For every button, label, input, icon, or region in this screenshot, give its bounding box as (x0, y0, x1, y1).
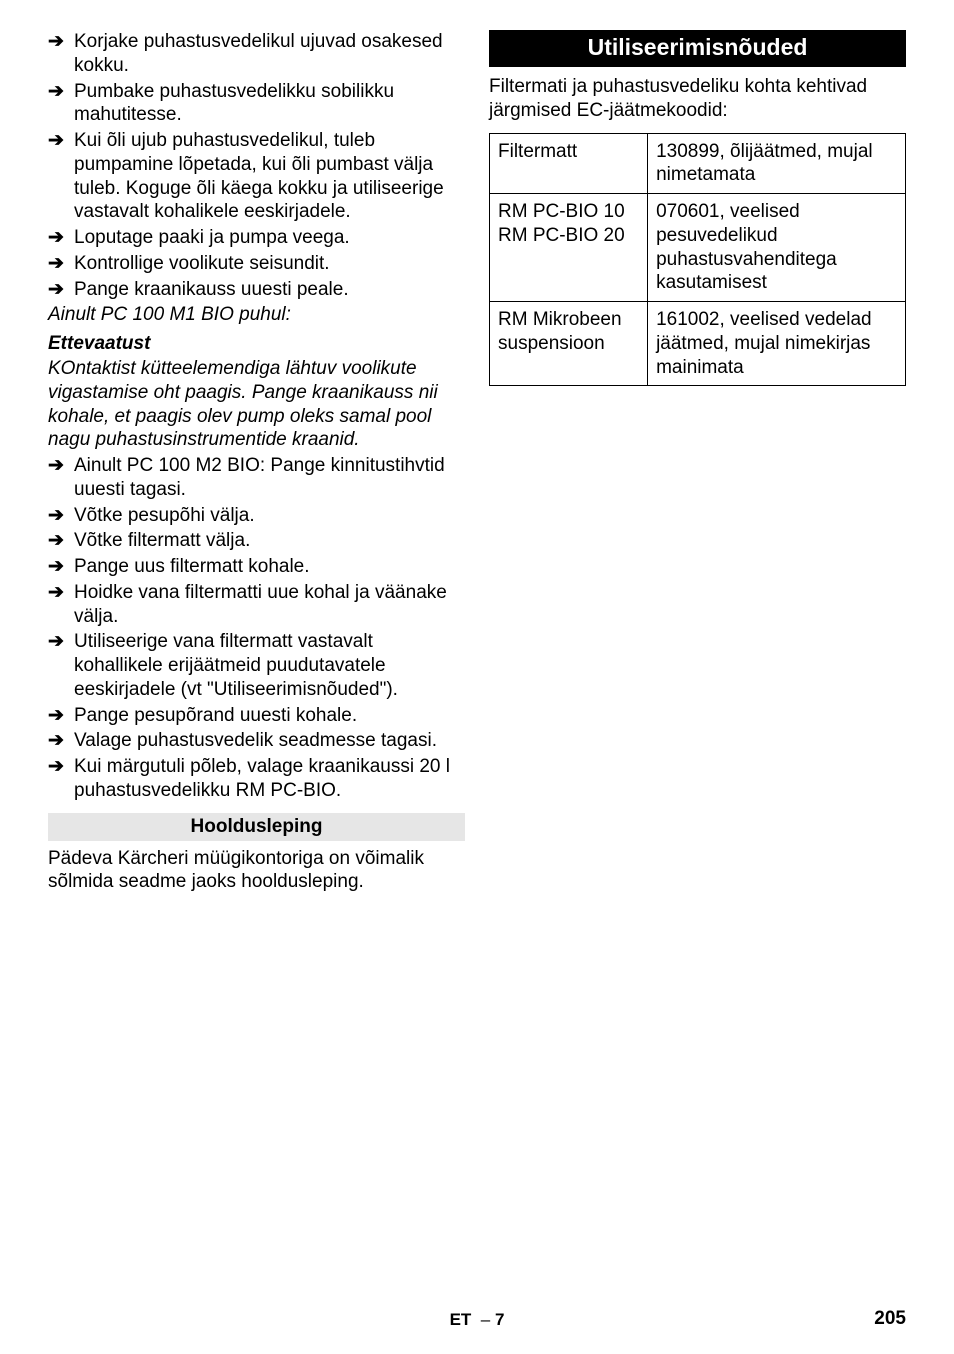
intro-paragraph: Filtermati ja puhastusvedeliku kohta keh… (489, 75, 906, 123)
table-row: Filtermatt 130899, õlijäätmed, mujal nim… (490, 133, 906, 194)
bullet-text: Utiliseerige vana filtermatt vastavalt k… (74, 630, 465, 701)
arrow-icon: ➔ (48, 504, 74, 528)
list-item: ➔ Ainult PC 100 M2 BIO: Pange kinnitusti… (48, 454, 465, 502)
section-heading: Utiliseerimisnõuded (489, 30, 906, 67)
list-item: ➔ Korjake puhastusvedelikul ujuvad osake… (48, 30, 465, 78)
arrow-icon: ➔ (48, 129, 74, 153)
footer: ET – 7 205 (0, 1310, 954, 1330)
bullet-text: Ainult PC 100 M2 BIO: Pange kinnitustihv… (74, 454, 465, 502)
bullet-text: Pumbake puhastusvedelikku sobilikku mahu… (74, 80, 465, 128)
arrow-icon: ➔ (48, 278, 74, 302)
arrow-icon: ➔ (48, 555, 74, 579)
bullet-text: Pange kraanikauss uuesti peale. (74, 278, 465, 302)
bullet-list-2: ➔ Ainult PC 100 M2 BIO: Pange kinnitusti… (48, 454, 465, 803)
arrow-icon: ➔ (48, 729, 74, 753)
list-item: ➔ Loputage paaki ja pumpa veega. (48, 226, 465, 250)
sub-paragraph: Pädeva Kärcheri müügikontoriga on võimal… (48, 847, 465, 895)
footer-number: 205 (874, 1308, 906, 1330)
cell-label: RM Mikrobeen suspensioon (490, 302, 648, 386)
list-item: ➔ Pange kraanikauss uuesti peale. (48, 278, 465, 302)
only-line: Ainult PC 100 M1 BIO puhul: (48, 303, 465, 327)
arrow-icon: ➔ (48, 454, 74, 478)
list-item: ➔ Kui õli ujub puhastusvedelikul, tuleb … (48, 129, 465, 224)
footer-page: 7 (495, 1310, 504, 1329)
bullet-text: Võtke pesupõhi välja. (74, 504, 465, 528)
left-column: ➔ Korjake puhastusvedelikul ujuvad osake… (48, 30, 465, 902)
bullet-text: Valage puhastusvedelik seadmesse tagasi. (74, 729, 465, 753)
cell-label: Filtermatt (490, 133, 648, 194)
cell-value: 070601, veelised pesuvedelikud puhastusv… (648, 194, 906, 302)
bullet-list-1: ➔ Korjake puhastusvedelikul ujuvad osake… (48, 30, 465, 301)
arrow-icon: ➔ (48, 226, 74, 250)
footer-lang: ET (450, 1310, 472, 1329)
bullet-text: Kui õli ujub puhastusvedelikul, tuleb pu… (74, 129, 465, 224)
list-item: ➔ Pumbake puhastusvedelikku sobilikku ma… (48, 80, 465, 128)
arrow-icon: ➔ (48, 30, 74, 54)
caution-heading: Ettevaatust (48, 333, 465, 355)
list-item: ➔ Võtke filtermatt välja. (48, 529, 465, 553)
bullet-text: Korjake puhastusvedelikul ujuvad osakese… (74, 30, 465, 78)
list-item: ➔ Utiliseerige vana filtermatt vastavalt… (48, 630, 465, 701)
cell-value: 130899, õlijäätmed, mujal nimetamata (648, 133, 906, 194)
list-item: ➔ Pange pesupõrand uuesti kohale. (48, 704, 465, 728)
bullet-text: Kontrollige voolikute seisundit. (74, 252, 465, 276)
table-row: RM PC-BIO 10 RM PC-BIO 20 070601, veelis… (490, 194, 906, 302)
bullet-text: Pange uus filtermatt kohale. (74, 555, 465, 579)
list-item: ➔ Valage puhastusvedelik seadmesse tagas… (48, 729, 465, 753)
table-row: RM Mikrobeen suspensioon 161002, veelise… (490, 302, 906, 386)
arrow-icon: ➔ (48, 704, 74, 728)
list-item: ➔ Kui märgutuli põleb, valage kraanikaus… (48, 755, 465, 803)
bullet-text: Hoidke vana filtermatti uue kohal ja vää… (74, 581, 465, 629)
arrow-icon: ➔ (48, 529, 74, 553)
bullet-text: Võtke filtermatt välja. (74, 529, 465, 553)
bullet-text: Loputage paaki ja pumpa veega. (74, 226, 465, 250)
arrow-icon: ➔ (48, 80, 74, 104)
arrow-icon: ➔ (48, 630, 74, 654)
arrow-icon: ➔ (48, 755, 74, 779)
right-column: Utiliseerimisnõuded Filtermati ja puhast… (489, 30, 906, 902)
bullet-text: Pange pesupõrand uuesti kohale. (74, 704, 465, 728)
bullet-text: Kui märgutuli põleb, valage kraanikaussi… (74, 755, 465, 803)
list-item: ➔ Võtke pesupõhi välja. (48, 504, 465, 528)
list-item: ➔ Hoidke vana filtermatti uue kohal ja v… (48, 581, 465, 629)
arrow-icon: ➔ (48, 581, 74, 605)
list-item: ➔ Kontrollige voolikute seisundit. (48, 252, 465, 276)
cell-value: 161002, veelised vedelad jäätmed, mujal … (648, 302, 906, 386)
codes-table: Filtermatt 130899, õlijäätmed, mujal nim… (489, 133, 906, 387)
arrow-icon: ➔ (48, 252, 74, 276)
list-item: ➔ Pange uus filtermatt kohale. (48, 555, 465, 579)
caution-paragraph: KOntaktist kütteelemendiga lähtuv voolik… (48, 357, 465, 452)
footer-dash-sym: – (481, 1310, 490, 1329)
sub-heading: Hooldusleping (48, 813, 465, 841)
cell-label: RM PC-BIO 10 RM PC-BIO 20 (490, 194, 648, 302)
